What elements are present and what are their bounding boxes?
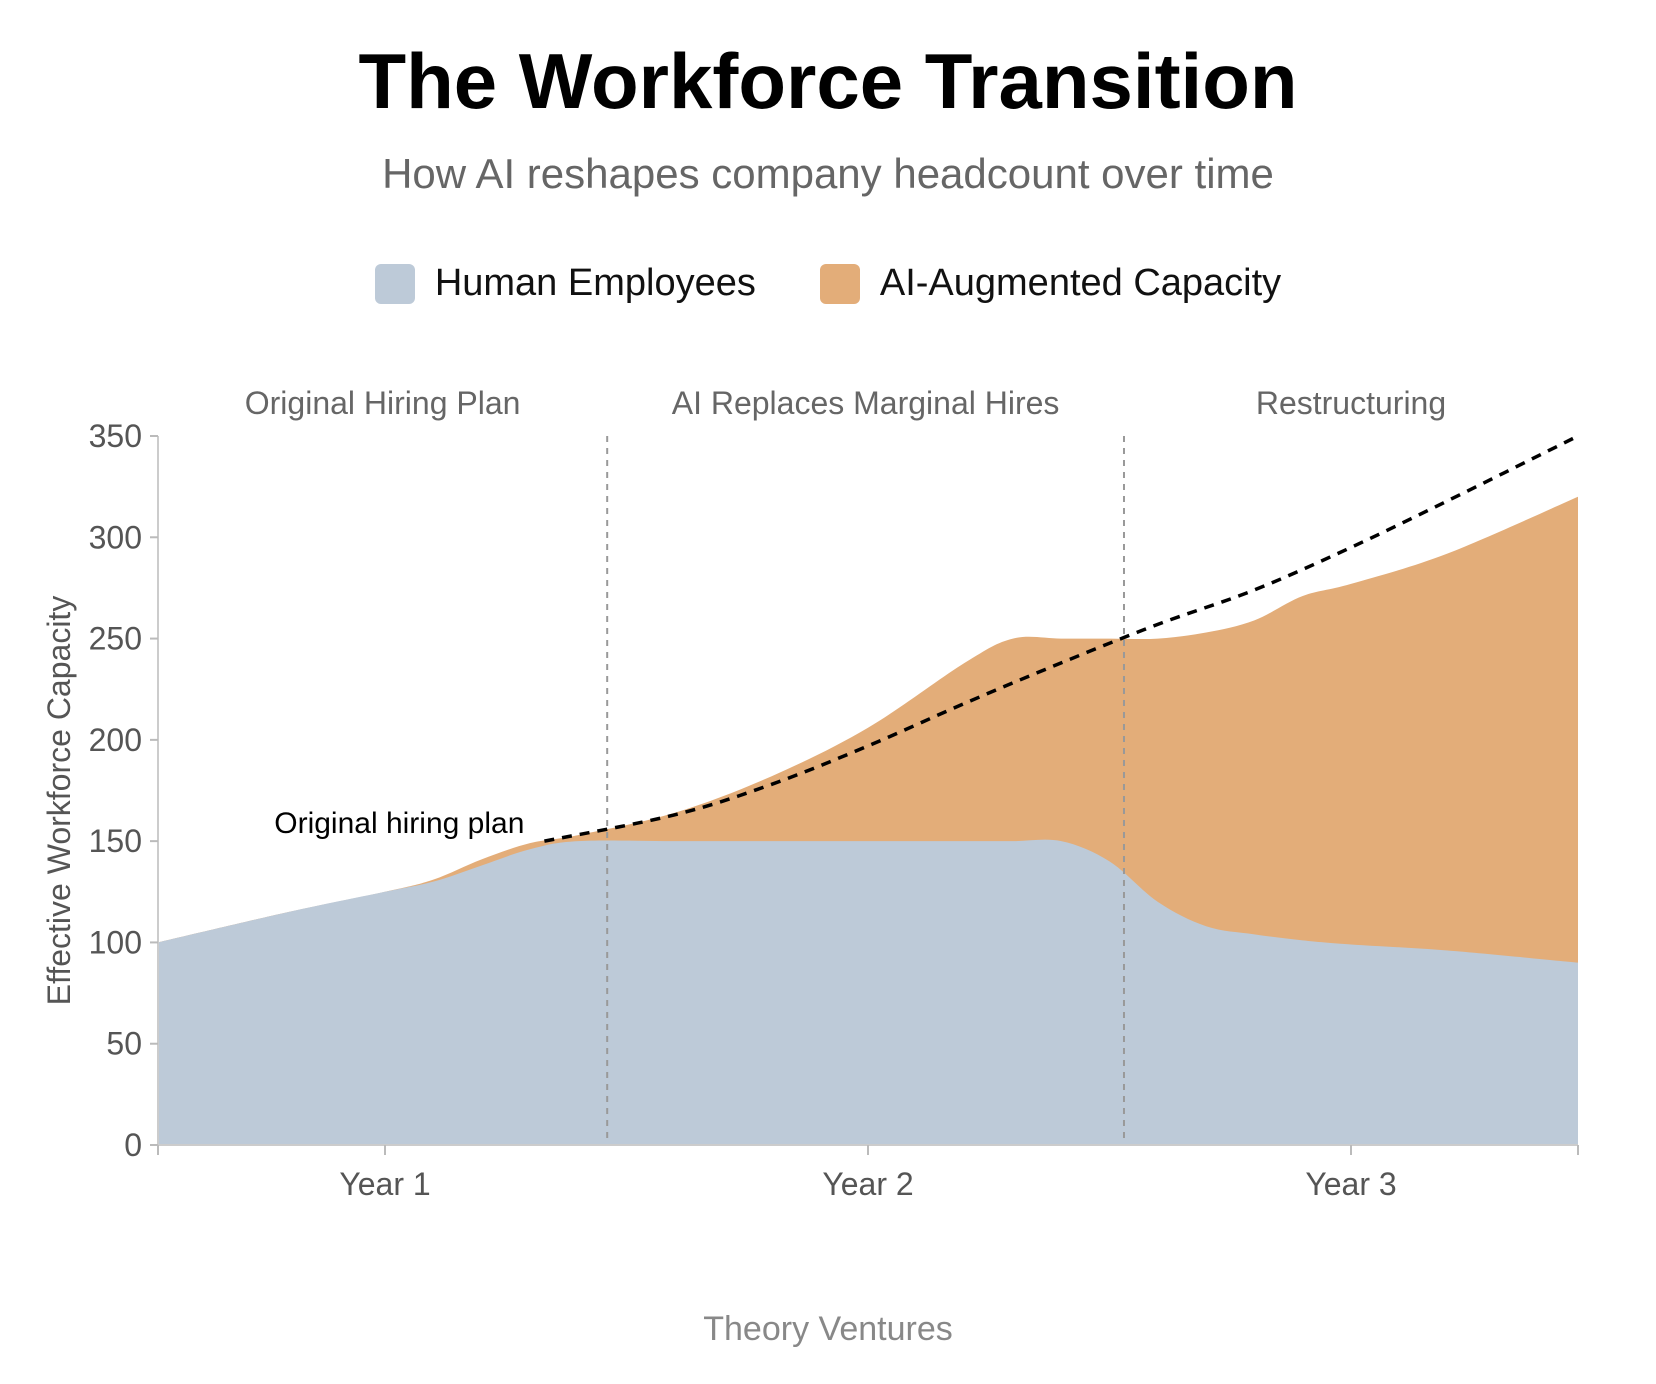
chart-title: The Workforce Transition bbox=[358, 37, 1298, 125]
y-tick-label-150: 150 bbox=[89, 823, 142, 859]
y-tick-label-50: 50 bbox=[106, 1026, 142, 1062]
footer-credit: Theory Ventures bbox=[703, 1310, 953, 1348]
phase-label-3: Restructuring bbox=[1256, 385, 1446, 421]
phase-label-1: Original Hiring Plan bbox=[245, 385, 521, 421]
legend-swatch-ai bbox=[819, 263, 860, 304]
y-tick-label-200: 200 bbox=[89, 722, 142, 758]
legend-label-human: Human Employees bbox=[434, 262, 756, 304]
annotation-original-hiring-plan: Original hiring plan bbox=[274, 807, 524, 840]
x-tick-label-1: Year 1 bbox=[339, 1166, 430, 1202]
chart-subtitle: How AI reshapes company headcount over t… bbox=[382, 150, 1274, 197]
legend-label-ai: AI-Augmented Capacity bbox=[879, 262, 1282, 304]
x-tick-label-3: Year 3 bbox=[1305, 1166, 1396, 1202]
phase-label-2: AI Replaces Marginal Hires bbox=[672, 385, 1060, 421]
legend-item-ai[interactable]: AI-Augmented Capacity bbox=[819, 262, 1282, 305]
x-tick-label-2: Year 2 bbox=[822, 1166, 913, 1202]
original-hiring-plan-line bbox=[544, 434, 1579, 843]
y-axis-label: Effective Workforce Capacity bbox=[41, 596, 77, 1006]
y-tick-label-300: 300 bbox=[89, 519, 142, 555]
y-tick-label-0: 0 bbox=[124, 1127, 142, 1163]
y-tick-label-100: 100 bbox=[89, 924, 142, 960]
legend-swatch-human bbox=[374, 263, 415, 304]
legend: Human Employees AI-Augmented Capacity bbox=[0, 262, 1656, 305]
legend-item-human[interactable]: Human Employees bbox=[374, 262, 756, 305]
area-human-employees bbox=[158, 839, 1578, 1145]
y-tick-label-250: 250 bbox=[89, 621, 142, 657]
y-tick-label-350: 350 bbox=[89, 418, 142, 454]
